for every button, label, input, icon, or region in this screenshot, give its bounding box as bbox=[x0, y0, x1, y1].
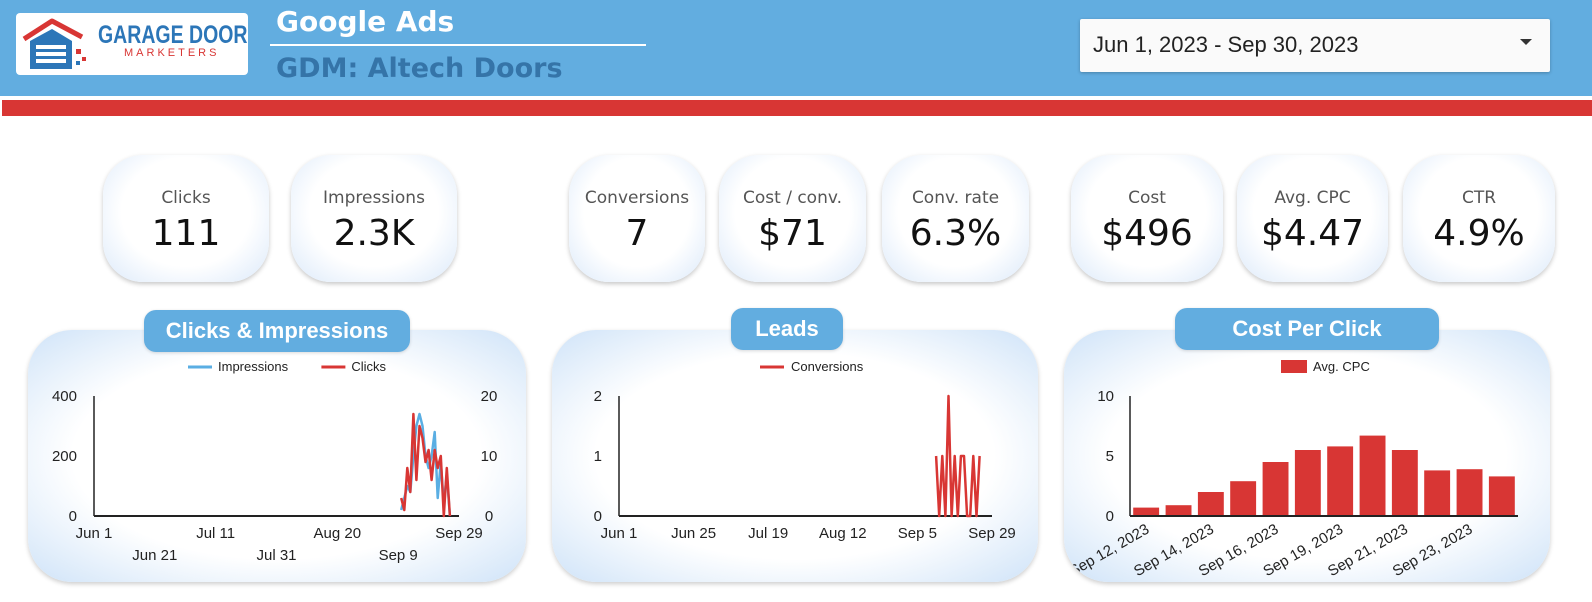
series-line-clicks bbox=[399, 412, 452, 518]
date-range-picker[interactable]: Jun 1, 2023 - Sep 30, 2023 bbox=[1080, 19, 1550, 72]
logo-text-primary: GARAGE DOOR bbox=[98, 21, 248, 49]
y-right-tick-label: 0 bbox=[485, 508, 493, 525]
y-tick-label: 2 bbox=[594, 388, 602, 405]
y-tick-label: 5 bbox=[1106, 448, 1114, 465]
bar bbox=[1359, 435, 1386, 516]
bar bbox=[1133, 507, 1160, 516]
title-divider bbox=[270, 44, 646, 46]
bar bbox=[1327, 446, 1354, 516]
y-right-tick-label: 10 bbox=[481, 448, 498, 465]
x-tick-label: Jun 25 bbox=[671, 525, 716, 542]
bar bbox=[1456, 469, 1483, 516]
kpi-value: 111 bbox=[151, 213, 221, 254]
x-tick-label: Jun 21 bbox=[132, 547, 177, 564]
clicks-impressions-panel: Impressions Clicks 0 200 400 0 10 20 Jun 1 Jul 11… bbox=[28, 330, 526, 582]
bar bbox=[1424, 470, 1451, 516]
bar bbox=[1488, 476, 1515, 516]
x-tick-label: Sep 29 bbox=[968, 525, 1016, 542]
kpi-card-clicks: Clicks 111 bbox=[103, 155, 269, 282]
kpi-card-conversions: Conversions 7 bbox=[569, 155, 705, 282]
x-tick-label: Jul 31 bbox=[256, 547, 296, 564]
bar bbox=[1230, 481, 1257, 516]
series-line-conversions bbox=[934, 394, 981, 518]
cost-per-click-panel: Avg. CPC 0 5 10 Sep 12, 2023 Sep 14, 2023 Sep … bbox=[1064, 330, 1550, 582]
kpi-card-conversion-rate: Conv. rate 6.3% bbox=[882, 155, 1029, 282]
x-tick-label: Sep 9 bbox=[379, 547, 418, 564]
bar bbox=[1262, 462, 1289, 516]
kpi-card-cost: Cost $496 bbox=[1071, 155, 1223, 282]
kpi-value: 6.3% bbox=[909, 213, 1002, 254]
bar bbox=[1391, 450, 1418, 516]
legend-label: Avg. CPC bbox=[1313, 359, 1370, 374]
y-tick-label: 0 bbox=[594, 508, 602, 525]
clicks-impressions-title: Clicks & Impressions bbox=[144, 310, 410, 352]
bar bbox=[1197, 492, 1224, 516]
dashboard-header: GARAGE DOOR MARKETERS Google Ads GDM: Al… bbox=[0, 0, 1592, 96]
logo-text-secondary: MARKETERS bbox=[124, 47, 220, 59]
kpi-card-ctr: CTR 4.9% bbox=[1403, 155, 1555, 282]
x-tick-label: Aug 20 bbox=[314, 525, 362, 542]
y-tick-label: 0 bbox=[1106, 508, 1114, 525]
date-range-value: Jun 1, 2023 - Sep 30, 2023 bbox=[1093, 32, 1359, 57]
kpi-card-cost-per-conversion: Cost / conv. $71 bbox=[719, 155, 866, 282]
kpi-label: Avg. CPC bbox=[1274, 188, 1351, 208]
kpi-card-impressions: Impressions 2.3K bbox=[291, 155, 457, 282]
page-subtitle: GDM: Altech Doors bbox=[276, 53, 563, 84]
bar bbox=[1165, 505, 1192, 516]
kpi-value: 7 bbox=[625, 213, 649, 254]
kpi-label: Cost bbox=[1128, 188, 1166, 208]
y-left-tick-label: 200 bbox=[52, 448, 77, 465]
cost-per-click-title: Cost Per Click bbox=[1175, 308, 1439, 350]
kpi-value: 4.9% bbox=[1433, 213, 1525, 254]
bar bbox=[1294, 450, 1321, 516]
kpi-label: Impressions bbox=[323, 188, 425, 208]
leads-title: Leads bbox=[731, 308, 843, 350]
kpi-label: Conv. rate bbox=[911, 188, 1000, 208]
kpi-card-avg-cpc: Avg. CPC $4.47 bbox=[1237, 155, 1388, 282]
leads-chart: Conversions 0 1 2 Jun 1 Jun 25 Jul 19 Aug 12 Sep… bbox=[594, 359, 1016, 542]
kpi-label: Clicks bbox=[161, 188, 211, 208]
legend-swatch bbox=[1281, 360, 1307, 373]
x-tick-label: Jun 1 bbox=[76, 525, 113, 542]
y-tick-label: 10 bbox=[1097, 388, 1114, 405]
x-tick-label: Sep 29 bbox=[435, 525, 483, 542]
kpi-label: CTR bbox=[1461, 188, 1497, 208]
x-tick-label: Jul 19 bbox=[748, 525, 788, 542]
x-tick-label: Sep 5 bbox=[898, 525, 937, 542]
y-left-tick-label: 0 bbox=[69, 508, 77, 525]
clicks-impressions-chart: Impressions Clicks 0 200 400 0 10 20 Jun 1 Jul 11… bbox=[52, 359, 498, 564]
caret-down-icon bbox=[1520, 39, 1532, 45]
kpi-value: $496 bbox=[1101, 213, 1193, 254]
leads-panel: Conversions 0 1 2 Jun 1 Jun 25 Jul 19 Aug 12 Sep… bbox=[552, 330, 1038, 582]
y-left-tick-label: 400 bbox=[52, 388, 77, 405]
kpi-value: 2.3K bbox=[333, 213, 415, 254]
legend-label: Impressions bbox=[218, 359, 289, 374]
kpi-label: Cost / conv. bbox=[743, 188, 842, 208]
y-tick-label: 1 bbox=[594, 448, 602, 465]
x-tick-label: Aug 12 bbox=[819, 525, 867, 542]
header-accent-stripe bbox=[2, 100, 1592, 116]
legend-label: Conversions bbox=[791, 359, 864, 374]
kpi-value: $71 bbox=[758, 213, 827, 254]
page-title: Google Ads bbox=[276, 5, 455, 38]
garage-house-icon bbox=[22, 18, 86, 69]
kpi-label: Conversions bbox=[584, 188, 690, 208]
x-tick-label: Jul 11 bbox=[196, 525, 235, 542]
company-logo: GARAGE DOOR MARKETERS bbox=[16, 13, 248, 75]
kpi-value: $4.47 bbox=[1260, 213, 1365, 254]
y-right-tick-label: 20 bbox=[481, 388, 498, 405]
legend-label: Clicks bbox=[351, 359, 386, 374]
x-tick-label: Jun 1 bbox=[601, 525, 638, 542]
